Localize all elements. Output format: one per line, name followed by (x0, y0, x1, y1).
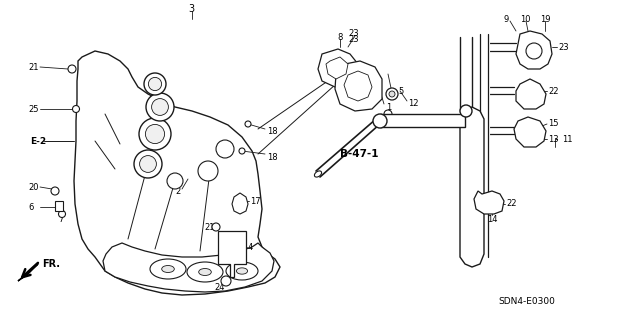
Ellipse shape (460, 105, 472, 117)
Polygon shape (516, 31, 552, 69)
Text: 14: 14 (487, 214, 497, 224)
Text: 3: 3 (188, 4, 194, 14)
Text: 15: 15 (548, 120, 559, 129)
Polygon shape (218, 231, 246, 277)
Text: 2: 2 (175, 187, 180, 196)
Ellipse shape (314, 171, 321, 177)
Circle shape (245, 121, 251, 127)
Polygon shape (74, 51, 280, 295)
Text: 21: 21 (28, 63, 38, 71)
Circle shape (144, 73, 166, 95)
Text: 19: 19 (540, 14, 550, 24)
Ellipse shape (198, 269, 211, 276)
Polygon shape (344, 71, 372, 101)
Polygon shape (318, 49, 358, 87)
Circle shape (72, 106, 79, 113)
Circle shape (386, 88, 398, 100)
Text: 25: 25 (28, 105, 38, 114)
Polygon shape (516, 79, 546, 109)
Text: E-2: E-2 (30, 137, 46, 145)
Text: 16: 16 (382, 116, 392, 125)
Text: 23: 23 (558, 42, 568, 51)
Circle shape (384, 110, 392, 118)
Ellipse shape (373, 114, 387, 128)
Text: 24: 24 (214, 283, 225, 292)
Text: B-47-1: B-47-1 (340, 149, 378, 159)
Circle shape (152, 99, 168, 115)
Text: 22: 22 (548, 86, 559, 95)
Text: 9: 9 (504, 14, 509, 24)
Polygon shape (103, 243, 274, 292)
Circle shape (146, 93, 174, 121)
Text: FR.: FR. (42, 259, 60, 269)
Polygon shape (55, 201, 63, 211)
Text: 7: 7 (58, 216, 63, 225)
Text: 12: 12 (408, 100, 419, 108)
Polygon shape (460, 107, 484, 267)
Circle shape (239, 148, 245, 154)
Circle shape (221, 276, 231, 286)
Circle shape (51, 187, 59, 195)
Text: 13: 13 (548, 135, 559, 144)
Ellipse shape (162, 265, 174, 272)
Text: 11: 11 (562, 135, 573, 144)
Circle shape (148, 78, 161, 91)
Circle shape (139, 118, 171, 150)
Circle shape (526, 43, 542, 59)
Text: SDN4-E0300: SDN4-E0300 (498, 296, 555, 306)
Text: 18: 18 (267, 152, 278, 161)
Polygon shape (335, 61, 382, 111)
Text: 17: 17 (250, 197, 260, 205)
Circle shape (145, 124, 164, 144)
Text: 4: 4 (248, 242, 253, 251)
Text: 1: 1 (386, 102, 391, 112)
Text: 22: 22 (506, 199, 516, 209)
Circle shape (140, 156, 156, 172)
Text: 18: 18 (267, 127, 278, 136)
Circle shape (58, 211, 65, 218)
Text: 23: 23 (348, 29, 358, 39)
Circle shape (216, 140, 234, 158)
Circle shape (68, 65, 76, 73)
Polygon shape (18, 264, 38, 281)
Polygon shape (326, 57, 348, 79)
Polygon shape (474, 191, 504, 214)
Text: 5: 5 (398, 86, 403, 95)
Circle shape (167, 173, 183, 189)
Text: 6: 6 (28, 203, 33, 211)
Circle shape (212, 223, 220, 231)
Ellipse shape (187, 262, 223, 282)
Polygon shape (514, 117, 546, 147)
Text: 10: 10 (520, 14, 531, 24)
Ellipse shape (150, 259, 186, 279)
Ellipse shape (226, 262, 258, 280)
Text: 23: 23 (348, 34, 358, 43)
Text: 20: 20 (28, 182, 38, 191)
Circle shape (198, 161, 218, 181)
Text: 8: 8 (337, 33, 342, 41)
Text: 21: 21 (204, 222, 214, 232)
Polygon shape (380, 114, 465, 127)
Circle shape (389, 91, 395, 97)
Ellipse shape (236, 268, 248, 274)
Polygon shape (232, 193, 248, 214)
Circle shape (134, 150, 162, 178)
